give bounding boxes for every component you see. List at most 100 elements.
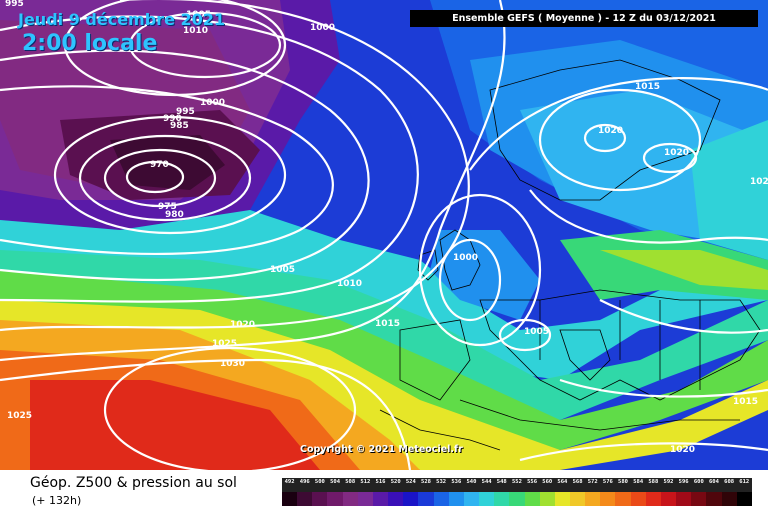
scale-value: 564 <box>557 479 568 485</box>
isobar-label: 1020 <box>664 148 689 158</box>
scale-value: 604 <box>708 479 719 485</box>
scale-step: 532 <box>433 478 449 506</box>
scale-value: 560 <box>542 479 553 485</box>
scale-step: 540 <box>463 478 480 506</box>
geopotential-field <box>0 0 768 470</box>
isobar-labels: 995 1005 1010 1000 995 990 985 970 975 9… <box>5 0 768 455</box>
scale-swatch <box>327 492 343 506</box>
isobar-label: 1020 <box>670 445 695 455</box>
scale-swatch <box>736 492 752 506</box>
forecast-time: 2:00 locale <box>22 31 158 56</box>
isobar-label: 1015 <box>375 319 400 329</box>
scale-swatch <box>569 492 586 506</box>
scale-swatch <box>357 492 373 506</box>
scale-value: 504 <box>330 479 341 485</box>
scale-value: 608 <box>724 479 735 485</box>
scale-step: 604 <box>706 478 722 506</box>
scale-swatch <box>615 492 631 506</box>
scale-swatch <box>630 492 646 506</box>
scale-value: 552 <box>511 479 522 485</box>
scale-value: 588 <box>648 479 659 485</box>
scale-swatch <box>418 492 434 506</box>
isobar-label: 1015 <box>733 397 758 407</box>
isobars <box>0 0 768 470</box>
scale-swatch <box>524 492 540 506</box>
isobar-label: 990 <box>163 114 182 124</box>
scale-value: 584 <box>633 479 644 485</box>
isobar-label: 1025 <box>7 411 32 421</box>
scale-swatch <box>494 492 510 506</box>
isobar-label: 995 <box>176 107 195 117</box>
scale-swatch <box>433 492 449 506</box>
scale-swatch <box>676 492 692 506</box>
scale-step: 596 <box>676 478 692 506</box>
scale-step: 612 <box>736 478 752 506</box>
scale-swatch <box>372 492 389 506</box>
scale-step: 580 <box>615 478 631 506</box>
isobar-label: 1010 <box>337 279 362 289</box>
isobar-label: 102 <box>750 177 768 187</box>
scale-swatch <box>312 492 328 506</box>
scale-step: 572 <box>585 478 601 506</box>
scale-swatch <box>721 492 737 506</box>
scale-value: 516 <box>375 479 386 485</box>
scale-swatch <box>600 492 616 506</box>
scale-swatch <box>282 492 298 506</box>
scale-swatch <box>448 492 464 506</box>
color-scale: 492 496 500 504 508 512 516 520 524 528 532 536 540 5… <box>282 478 752 506</box>
isobar-label: 975 <box>158 202 177 212</box>
scale-value: 536 <box>451 479 462 485</box>
scale-step: 556 <box>524 478 540 506</box>
isobar-label: 980 <box>165 210 184 220</box>
scale-value: 524 <box>405 479 416 485</box>
scale-swatch <box>479 492 495 506</box>
scale-value: 556 <box>527 479 538 485</box>
isobar-label: 1020 <box>598 126 623 136</box>
scale-step: 548 <box>494 478 510 506</box>
scale-step: 500 <box>312 478 328 506</box>
scale-swatch <box>403 492 419 506</box>
scale-value: 528 <box>421 479 431 485</box>
scale-swatch <box>645 492 661 506</box>
scale-value: 548 <box>496 479 507 485</box>
scale-value: 512 <box>360 479 371 485</box>
isobar-label: 1005 <box>186 10 211 20</box>
scale-value: 572 <box>587 479 598 485</box>
isobar-label: 1000 <box>310 23 335 33</box>
isobar-label: 1000 <box>200 98 225 108</box>
isobar-label: 1010 <box>183 26 208 36</box>
scale-swatch <box>691 492 707 506</box>
copyright-notice: Copyright © 2021 Meteociel.fr <box>300 444 463 455</box>
scale-swatch <box>539 492 555 506</box>
scale-value: 596 <box>678 479 689 485</box>
scale-value: 492 <box>284 479 295 485</box>
scale-value: 592 <box>663 479 674 485</box>
scale-value: 540 <box>466 479 477 485</box>
isobar-label: 1025 <box>212 339 237 349</box>
scale-step: 544 <box>479 478 495 506</box>
isobar-label: 1030 <box>220 359 245 369</box>
isobar-label: 1005 <box>270 265 295 275</box>
scale-step: 560 <box>539 478 555 506</box>
isobar-label: 970 <box>150 160 169 170</box>
scale-value: 496 <box>299 479 310 485</box>
weather-map: 995 1005 1010 1000 995 990 985 970 975 9… <box>0 0 768 470</box>
scale-step: 496 <box>297 478 313 506</box>
scale-value: 544 <box>481 479 492 485</box>
model-run-label: Ensemble GEFS ( Moyenne ) - 12 Z du 03/1… <box>410 10 758 27</box>
scale-value: 500 <box>314 479 325 485</box>
scale-step: 588 <box>645 478 661 506</box>
scale-value: 600 <box>693 479 704 485</box>
scale-step: 576 <box>600 478 616 506</box>
scale-step: 592 <box>660 478 677 506</box>
scale-value: 576 <box>602 479 613 485</box>
isobar-label: 985 <box>170 121 189 131</box>
scale-value: 520 <box>390 479 401 485</box>
scale-step: 568 <box>569 478 586 506</box>
scale-value: 580 <box>618 479 628 485</box>
scale-step: 552 <box>509 478 525 506</box>
scale-value: 508 <box>345 479 356 485</box>
scale-step: 536 <box>448 478 464 506</box>
scale-swatch <box>342 492 358 506</box>
scale-step: 516 <box>372 478 389 506</box>
